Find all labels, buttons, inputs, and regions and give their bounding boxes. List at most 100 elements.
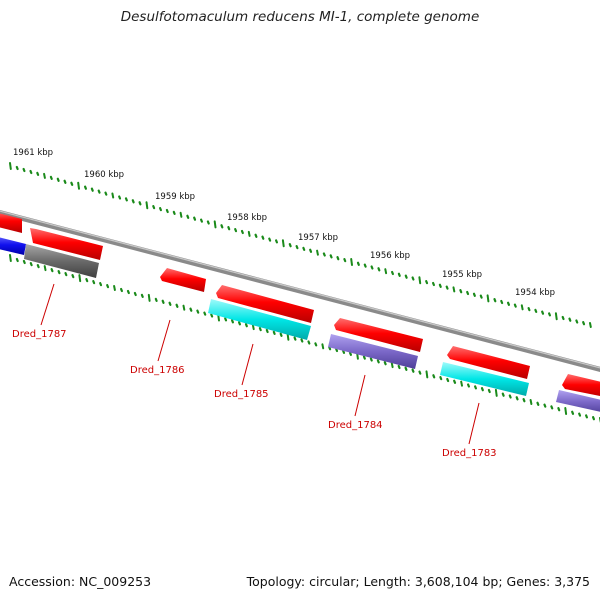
scale-minor-tick bbox=[254, 233, 258, 238]
scale-minor-tick bbox=[527, 307, 531, 312]
scale-minor-tick bbox=[165, 208, 169, 214]
accession-text: Accession: NC_009253 bbox=[9, 574, 152, 589]
scale-minor-tick bbox=[591, 416, 596, 421]
scale-minor-tick bbox=[97, 189, 101, 194]
scale-minor-tick bbox=[487, 388, 491, 394]
scale-minor-tick bbox=[377, 267, 381, 272]
scale-minor-tick bbox=[140, 293, 144, 298]
scale-minor-tick bbox=[119, 287, 124, 293]
scale-minor-tick bbox=[50, 268, 54, 273]
scale-major-tick bbox=[554, 312, 558, 321]
scale-minor-tick bbox=[265, 328, 269, 334]
scale-minor-tick bbox=[397, 364, 401, 370]
scale-minor-tick bbox=[376, 359, 380, 364]
gene-label-dred-1786: Dred_1786 bbox=[130, 365, 185, 376]
scale-minor-tick bbox=[295, 245, 299, 250]
scale-minor-tick bbox=[453, 379, 457, 384]
scale-minor-tick bbox=[493, 298, 497, 303]
scale-minor-tick bbox=[196, 309, 200, 314]
scale-minor-tick bbox=[210, 313, 214, 318]
cog-track bbox=[0, 237, 600, 412]
scale-minor-tick bbox=[384, 268, 388, 275]
scale-major-tick bbox=[147, 293, 151, 302]
scale-minor-tick bbox=[133, 291, 137, 297]
scale-minor-tick bbox=[314, 342, 318, 347]
scale-minor-tick bbox=[189, 307, 193, 312]
scale-label-1955: 1955 kbp bbox=[442, 270, 482, 280]
scale-minor-tick bbox=[391, 270, 394, 276]
scale-minor-tick bbox=[474, 385, 477, 390]
scale-minor-tick bbox=[279, 332, 283, 337]
scale-minor-tick bbox=[397, 272, 401, 277]
scale-ticks-upper bbox=[9, 162, 592, 328]
scale-minor-tick bbox=[302, 246, 306, 251]
scale-minor-tick bbox=[425, 280, 429, 285]
scale-minor-tick bbox=[63, 179, 67, 184]
scale-minor-tick bbox=[247, 230, 251, 237]
gene-label-leaders bbox=[40, 283, 480, 445]
scale-minor-tick bbox=[561, 315, 565, 321]
scale-minor-tick bbox=[329, 254, 333, 259]
gene-label-dred-1783: Dred_1783 bbox=[442, 448, 497, 459]
scale-minor-tick bbox=[571, 410, 575, 415]
scale-minor-tick bbox=[466, 290, 470, 296]
scale-minor-tick bbox=[568, 317, 572, 322]
scale-minor-tick bbox=[182, 304, 186, 311]
scale-minor-tick bbox=[186, 214, 190, 219]
scale-minor-tick bbox=[43, 172, 46, 179]
scale-major-tick bbox=[494, 388, 498, 397]
cds-dred-1786-fwd bbox=[160, 268, 206, 292]
cog-dred-1785-cyan bbox=[208, 299, 311, 340]
scale-minor-tick bbox=[513, 303, 517, 308]
scale-major-tick bbox=[213, 220, 217, 229]
scale-minor-tick bbox=[432, 281, 435, 287]
scale-minor-tick bbox=[328, 346, 332, 351]
cog-dred-1784-slate bbox=[328, 334, 418, 369]
scale-minor-tick bbox=[589, 322, 592, 328]
scale-minor-tick bbox=[203, 311, 207, 316]
genome-backbone-highlight bbox=[0, 210, 600, 369]
gene-labels: Dred_1787 Dred_1786 Dred_1785 Dred_1784 … bbox=[12, 329, 497, 459]
scale-minor-tick bbox=[584, 414, 589, 419]
scale-minor-tick bbox=[275, 239, 278, 244]
scale-minor-tick bbox=[106, 284, 110, 289]
cds-dred-1784-fwd bbox=[334, 318, 423, 352]
scale-minor-tick bbox=[85, 278, 89, 283]
scale-minor-tick bbox=[336, 256, 340, 261]
scale-minor-tick bbox=[15, 165, 19, 171]
scale-minor-tick bbox=[168, 301, 172, 306]
scale-minor-tick bbox=[550, 405, 554, 410]
scale-minor-tick bbox=[575, 319, 579, 324]
scale-minor-tick bbox=[507, 301, 510, 306]
scale-minor-tick bbox=[258, 327, 262, 332]
scale-minor-tick bbox=[261, 235, 265, 240]
scale-minor-tick bbox=[467, 383, 470, 388]
scale-minor-tick bbox=[321, 343, 325, 350]
scale-minor-tick bbox=[43, 265, 47, 272]
scale-minor-tick bbox=[244, 323, 248, 328]
leader-dred-1787 bbox=[40, 283, 55, 326]
scale-minor-tick bbox=[70, 181, 74, 186]
scale-labels: 1961 kbp 1960 kbp 1959 kbp 1958 kbp 1957… bbox=[13, 148, 555, 298]
scale-minor-tick bbox=[154, 297, 158, 302]
topology-text: Topology: circular; Length: 3,608,104 bp… bbox=[246, 574, 590, 589]
scale-minor-tick bbox=[131, 199, 135, 204]
scale-minor-tick bbox=[316, 249, 319, 256]
scale-minor-tick bbox=[501, 392, 505, 397]
scale-major-tick bbox=[350, 258, 353, 266]
scale-minor-tick bbox=[557, 407, 561, 412]
scale-minor-tick bbox=[231, 319, 234, 324]
scale-minor-tick bbox=[404, 366, 408, 371]
scale-minor-tick bbox=[15, 257, 19, 263]
scale-minor-tick bbox=[159, 207, 162, 212]
scale-minor-tick bbox=[536, 401, 540, 406]
scale-minor-tick bbox=[418, 370, 422, 375]
scale-major-tick bbox=[281, 239, 285, 248]
scale-minor-tick bbox=[118, 195, 122, 200]
scale-minor-tick bbox=[220, 224, 224, 229]
scale-minor-tick bbox=[200, 218, 203, 223]
scale-minor-tick bbox=[64, 272, 68, 277]
cds-dred-1783-fwd bbox=[447, 346, 530, 379]
scale-major-tick bbox=[145, 201, 149, 210]
